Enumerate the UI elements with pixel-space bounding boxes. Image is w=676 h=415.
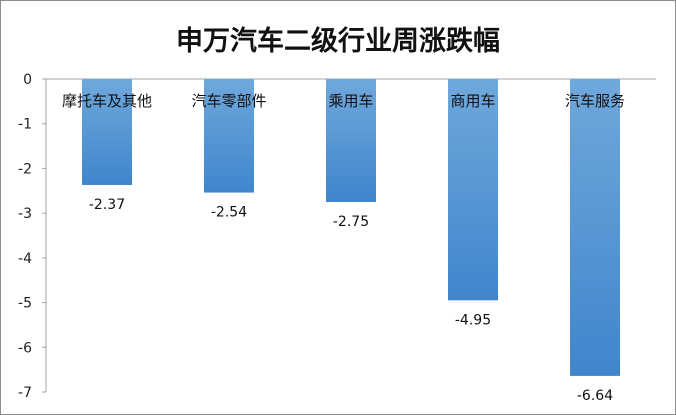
chart-title: 申万汽车二级行业周涨跌幅 xyxy=(176,26,500,57)
bar-5 xyxy=(570,79,620,376)
category-label: 商用车 xyxy=(450,92,495,110)
data-label: -6.64 xyxy=(577,388,613,404)
bar-2 xyxy=(204,79,254,193)
y-tick-label: -3 xyxy=(18,206,32,222)
data-label: -2.37 xyxy=(89,197,125,213)
category-label: 摩托车及其他 xyxy=(62,92,152,110)
y-tick-label: -2 xyxy=(18,161,32,177)
data-label: -4.95 xyxy=(455,312,491,328)
y-tick-label: -5 xyxy=(18,296,32,312)
category-label: 乘用车 xyxy=(328,92,373,110)
bar-4 xyxy=(448,79,498,301)
bar-1 xyxy=(82,79,132,185)
bar-3 xyxy=(326,79,376,202)
data-label: -2.54 xyxy=(211,205,247,221)
y-tick-label: -1 xyxy=(18,117,32,133)
y-tick-label: -7 xyxy=(18,385,32,401)
y-tick-label: -4 xyxy=(18,251,32,267)
data-label: -2.75 xyxy=(333,214,369,230)
category-label: 汽车服务 xyxy=(565,92,625,110)
y-tick-label: -6 xyxy=(18,340,32,356)
y-tick-label: 0 xyxy=(23,72,32,88)
category-label: 汽车零部件 xyxy=(191,92,266,110)
